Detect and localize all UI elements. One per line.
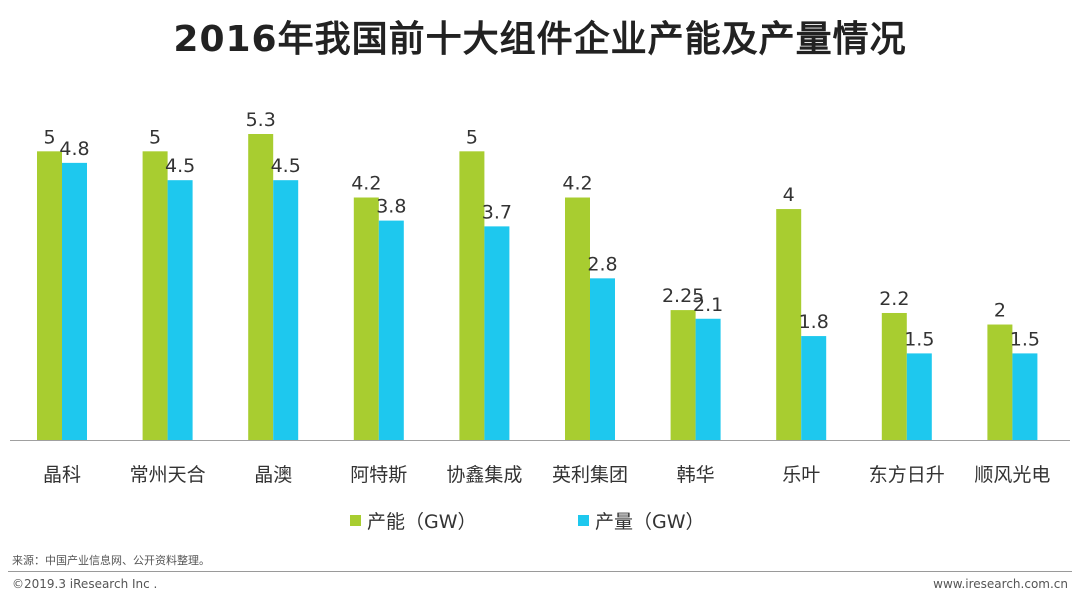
data-label: 2.1 [693, 294, 723, 316]
bar-capacity [776, 209, 802, 440]
bar-capacity [565, 197, 590, 440]
x-tick-label: 协鑫集成 [446, 464, 522, 486]
data-label: 5 [466, 126, 478, 148]
x-tick-label: 晶澳 [254, 464, 292, 486]
data-label: 1.8 [799, 311, 829, 333]
bar-chart: 54.8晶科54.5常州天合5.34.5晶澳4.23.8阿特斯53.7协鑫集成4… [10, 109, 1070, 486]
data-label: 1.5 [1010, 328, 1040, 350]
x-tick-label: 阿特斯 [350, 464, 407, 486]
bar-output [801, 336, 827, 440]
data-label: 4.2 [351, 173, 381, 195]
bar-capacity [881, 312, 907, 440]
x-tick-label: 顺风光电 [974, 464, 1050, 486]
data-label: 4.5 [271, 155, 301, 177]
legend-label-capacity: 产能（GW） [367, 511, 477, 533]
x-tick-label: 乐叶 [782, 464, 820, 486]
data-label: 3.8 [376, 196, 406, 218]
bar-output [484, 226, 510, 440]
website-link[interactable]: www.iresearch.com.cn [933, 577, 1068, 591]
bar-output [590, 278, 615, 440]
bar-capacity [142, 151, 168, 441]
data-label: 2.2 [879, 288, 909, 310]
data-label: 2 [994, 300, 1006, 322]
chart-title: 2016年我国前十大组件企业产能及产量情况 [173, 19, 907, 60]
data-label: 4.2 [562, 173, 592, 195]
x-tick-label: 晶科 [43, 464, 81, 486]
x-tick-label: 英利集团 [552, 464, 628, 486]
legend-label-output: 产量（GW） [595, 511, 705, 533]
data-label: 1.5 [904, 328, 934, 350]
bar-output [273, 180, 299, 441]
bar-output [1012, 353, 1038, 440]
data-label: 4 [783, 184, 795, 206]
data-label: 2.25 [662, 285, 704, 307]
data-label: 4.8 [59, 138, 89, 160]
legend-item-output: 产量（GW） [578, 507, 705, 534]
bar-capacity [353, 197, 379, 440]
bar-output [167, 180, 193, 441]
legend: 产能（GW） 产量（GW） [0, 507, 1080, 535]
x-tick-label: 东方日升 [869, 464, 945, 486]
data-label: 2.8 [587, 253, 617, 275]
bar-output [695, 318, 721, 440]
x-tick-label: 韩华 [677, 464, 715, 486]
bar-output [906, 353, 932, 440]
bar-output [378, 220, 404, 440]
data-label: 3.7 [482, 201, 512, 223]
legend-swatch-output [578, 515, 589, 526]
data-label: 5 [149, 126, 161, 148]
copyright-text: ©2019.3 iResearch Inc . [12, 577, 158, 591]
x-tick-label: 常州天合 [130, 464, 206, 486]
bar-capacity [670, 310, 696, 440]
bar-capacity [459, 151, 485, 441]
data-label: 4.5 [165, 155, 195, 177]
footer-divider [8, 571, 1072, 572]
bar-capacity [37, 151, 62, 441]
bar-output [62, 162, 87, 440]
legend-swatch-capacity [350, 515, 361, 526]
bar-capacity [248, 134, 274, 440]
source-note: 来源：中国产业信息网、公开资料整理。 [12, 554, 210, 567]
data-label: 5 [43, 126, 55, 148]
data-label: 5.3 [246, 109, 276, 131]
bar-capacity [987, 324, 1013, 440]
legend-item-capacity: 产能（GW） [350, 507, 477, 534]
